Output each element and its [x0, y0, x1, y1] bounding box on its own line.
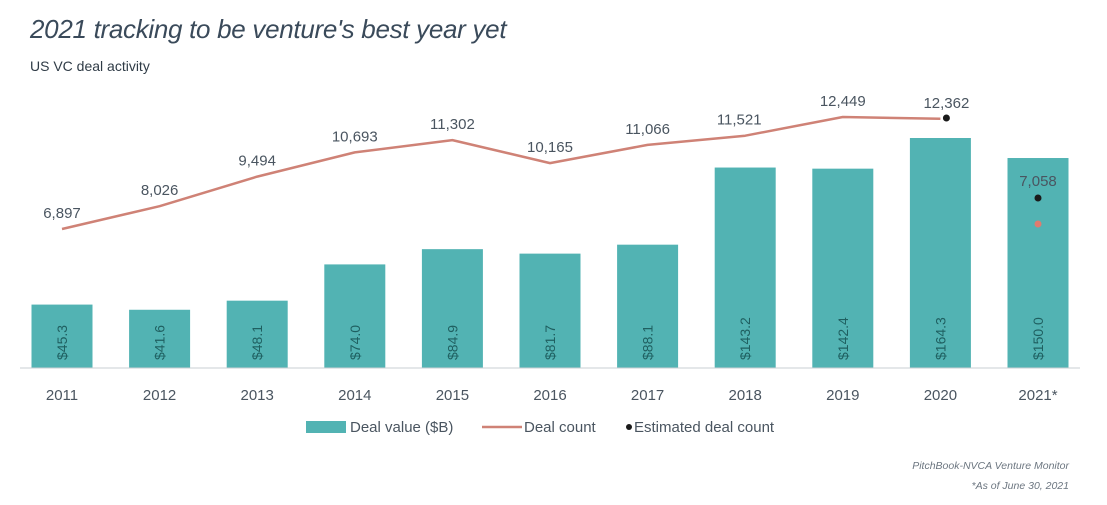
x-axis: 2011 2012 2013 2014 2015 2016 2017 2018 2019 2020…: [20, 367, 1080, 404]
count-label-2012: 8,026: [141, 182, 179, 199]
legend-label-estimated: Estimated deal count: [634, 419, 775, 436]
bar-2015: [421, 249, 483, 368]
bar-label-2016: $81.7: [542, 325, 558, 360]
bar-label-2015: $84.9: [444, 325, 460, 360]
line-series: 6,897 8,026 9,494 10,693 11,302 10,165 11,066 1…: [43, 93, 1057, 231]
bar-2020: [909, 138, 971, 368]
legend-label-deal-count: Deal count: [524, 419, 597, 436]
estimate-points: [942, 114, 1042, 202]
bar-2016: [519, 253, 581, 368]
bar-2012: [129, 309, 191, 368]
count-label-2016: 10,165: [527, 139, 573, 156]
footnote-text: *As of June 30, 2021: [971, 480, 1070, 492]
bar-label-2019: $142.4: [835, 317, 851, 360]
bar-label-2017: $88.1: [640, 325, 656, 360]
x-tick-2016: 2016: [533, 387, 566, 404]
source-notes: PitchBook-NVCA Venture Monitor *As of Ju…: [912, 456, 1069, 496]
count-label-2015: 11,302: [430, 116, 475, 133]
x-tick-2011: 2011: [46, 387, 78, 404]
x-tick-2012: 2012: [143, 387, 176, 404]
legend-swatch-deal-value: [306, 421, 346, 433]
chart-title: 2021 tracking to be venture's best year …: [30, 14, 507, 44]
x-tick-2021*: 2021*: [1018, 387, 1057, 404]
bar-2019: [812, 168, 874, 368]
count-label-2020: 12,362: [923, 95, 969, 112]
bar-2013: [226, 300, 288, 368]
bar-series: $45.3 $41.6 $48.1 $74.0 $84.9 $81.7 $88.1 $143.…: [31, 138, 1069, 368]
bar-label-2021*: $150.0: [1030, 317, 1046, 360]
deal-count-line: [61, 115, 941, 231]
x-tick-2013: 2013: [241, 387, 274, 404]
bar-label-2012: $41.6: [152, 325, 168, 360]
count-label-2017: 11,066: [625, 121, 670, 138]
x-tick-2019: 2019: [826, 387, 859, 404]
legend-label-deal-value: Deal value ($B): [350, 419, 453, 436]
bar-label-2014: $74.0: [347, 325, 363, 360]
count-label-2011: 6,897: [43, 205, 81, 222]
x-tick-2017: 2017: [631, 387, 664, 404]
count-label-2014: 10,693: [332, 128, 378, 145]
bar-2018: [714, 167, 776, 368]
bar-2014: [324, 264, 386, 368]
legend: Deal value ($B) Deal count Estimated deal …: [306, 419, 775, 436]
source-text: PitchBook-NVCA Venture Monitor: [912, 460, 1069, 472]
bar-2017: [617, 244, 679, 368]
x-tick-2020: 2020: [924, 387, 957, 404]
legend-swatch-estimated: [626, 424, 632, 430]
bar-label-2013: $48.1: [249, 325, 265, 360]
chart-subtitle: US VC deal activity: [30, 58, 150, 74]
count-label-2013: 9,494: [238, 153, 276, 170]
bar-label-2011: $45.3: [54, 325, 70, 360]
bar-label-2020: $164.3: [932, 317, 948, 360]
estimated-dot-2020: [942, 114, 950, 122]
count-label-2018: 11,521: [717, 112, 762, 129]
bar-label-2018: $143.2: [737, 317, 753, 360]
deal-count-point-2021: [1034, 220, 1042, 228]
estimated-dot-2021*: [1034, 194, 1042, 202]
bar-2021*: [1007, 158, 1069, 368]
bar-2011: [31, 304, 93, 368]
x-tick-2018: 2018: [729, 387, 762, 404]
x-tick-2014: 2014: [338, 387, 371, 404]
count-label-2019: 12,449: [820, 93, 866, 110]
x-tick-2015: 2015: [436, 387, 469, 404]
count-label-2021*: 7,058: [1019, 173, 1057, 190]
